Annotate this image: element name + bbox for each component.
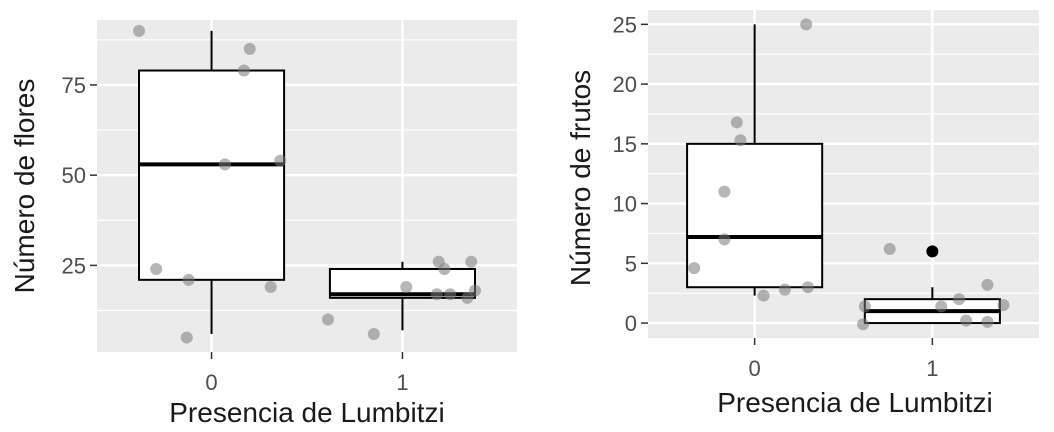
data-point	[264, 281, 277, 294]
data-point	[444, 288, 457, 301]
x-tick-label: 0	[205, 370, 217, 395]
y-tick-label: 0	[625, 311, 637, 336]
data-point	[274, 154, 287, 167]
outlier-point	[926, 245, 939, 258]
y-tick-label: 50	[62, 163, 86, 188]
data-point	[180, 331, 193, 344]
fruits-points	[688, 18, 1010, 331]
data-point	[935, 300, 948, 313]
data-point	[400, 281, 413, 294]
box-iqr	[138, 69, 286, 281]
data-point	[367, 327, 380, 340]
data-point	[858, 300, 871, 313]
data-point	[718, 233, 731, 246]
flowers-points	[133, 24, 481, 344]
data-point	[688, 262, 701, 275]
box-iqr	[686, 142, 824, 289]
data-point	[883, 242, 896, 255]
y-tick-label: 5	[625, 251, 637, 276]
y-tick-label: 25	[613, 12, 637, 37]
y-tick-label: 15	[613, 132, 637, 157]
data-point	[734, 134, 747, 147]
data-point	[718, 185, 731, 198]
data-point	[730, 116, 743, 129]
flowers-y-axis-title: Número de flores	[9, 79, 40, 294]
data-point	[778, 283, 791, 296]
data-point	[150, 263, 163, 275]
y-tick-label: 10	[613, 192, 637, 217]
y-tick-label: 75	[62, 73, 86, 98]
data-point	[857, 318, 870, 331]
y-tick-label: 20	[613, 72, 637, 97]
flowers-y-ticks: 25 50 75	[62, 73, 97, 278]
x-tick-label: 0	[749, 356, 761, 381]
fruits-y-axis-title: Número de frutos	[565, 70, 596, 286]
data-point	[238, 64, 250, 77]
data-point	[800, 18, 813, 31]
data-point	[981, 278, 994, 291]
y-tick-label: 25	[62, 253, 86, 278]
data-point	[218, 158, 231, 171]
fruits-x-axis-title: Presencia de Lumbitzi	[717, 387, 992, 418]
data-point	[465, 255, 478, 268]
data-point	[430, 288, 443, 301]
fruits-y-ticks: 0 5 10 15 20 25	[613, 12, 648, 336]
data-point	[461, 291, 474, 304]
data-point	[469, 284, 481, 297]
data-point	[243, 42, 256, 55]
flowers-x-axis-title: Presencia de Lumbitzi	[169, 397, 444, 428]
data-point	[182, 273, 195, 286]
x-tick-label: 1	[396, 370, 408, 395]
data-point	[953, 293, 966, 306]
fruits-boxes	[686, 24, 1001, 325]
data-point	[133, 24, 145, 37]
data-point	[801, 281, 814, 294]
data-point	[997, 299, 1010, 312]
data-point	[981, 315, 994, 328]
x-tick-label: 1	[926, 356, 938, 381]
data-point	[438, 263, 451, 275]
data-point	[960, 314, 973, 327]
data-point	[322, 313, 334, 326]
data-point	[757, 289, 770, 302]
